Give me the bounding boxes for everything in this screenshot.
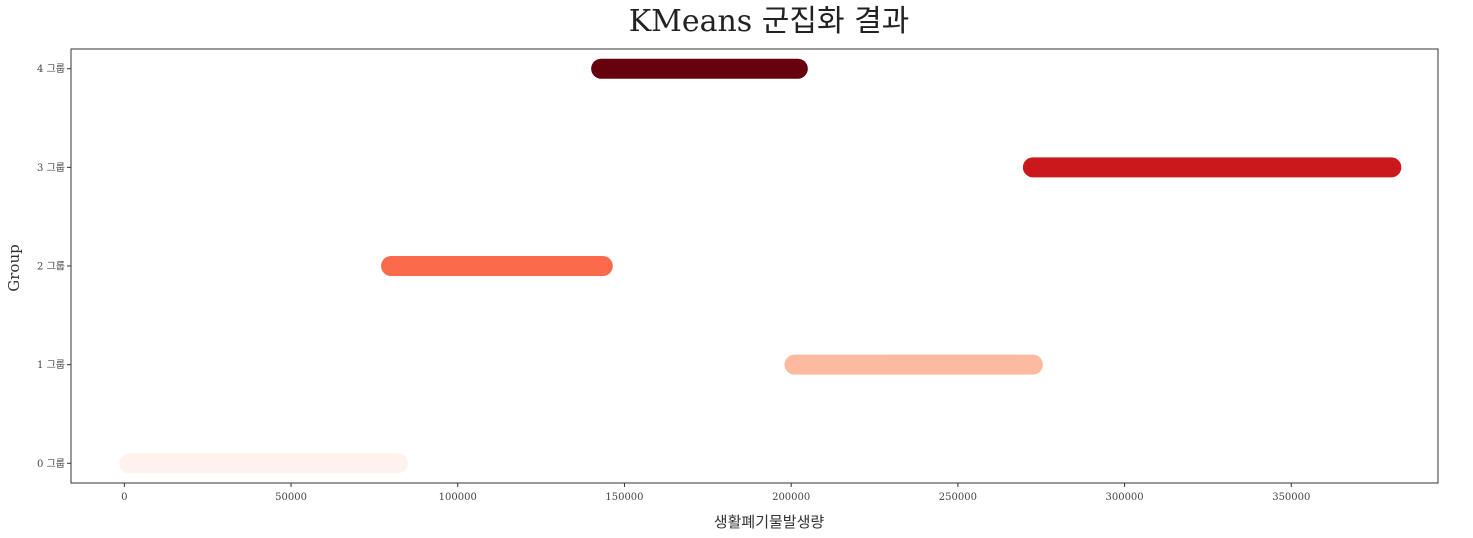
chart-title: KMeans 군집화 결과 <box>629 4 910 39</box>
x-tick-label: 200000 <box>772 492 810 503</box>
x-tick-label: 350000 <box>1272 492 1310 503</box>
x-tick-label: 250000 <box>939 492 977 503</box>
y-tick-label: 1 그룹 <box>37 359 65 371</box>
x-axis-ticks: 0 50000 100000 150000 200000 250000 300000 3500… <box>121 483 1310 503</box>
y-tick-label: 0 그룹 <box>37 458 65 470</box>
x-tick-label: 300000 <box>1105 492 1143 503</box>
y-tick-label: 2 그룹 <box>37 261 65 273</box>
x-tick-label: 0 <box>121 492 127 503</box>
plot-area <box>70 48 1439 484</box>
x-tick-label: 50000 <box>275 492 307 503</box>
y-tick-label: 3 그룹 <box>37 162 65 174</box>
x-axis-label: 생활폐기물발생량 <box>714 513 825 531</box>
x-tick-label: 100000 <box>439 492 477 503</box>
x-tick-label: 150000 <box>605 492 643 503</box>
y-axis-ticks: 0 그룹 1 그룹 2 그룹 3 그룹 4 그룹 <box>37 63 71 470</box>
data-marks <box>119 58 1402 474</box>
y-axis-label: Group <box>5 244 23 291</box>
y-tick-label: 4 그룹 <box>37 63 65 75</box>
